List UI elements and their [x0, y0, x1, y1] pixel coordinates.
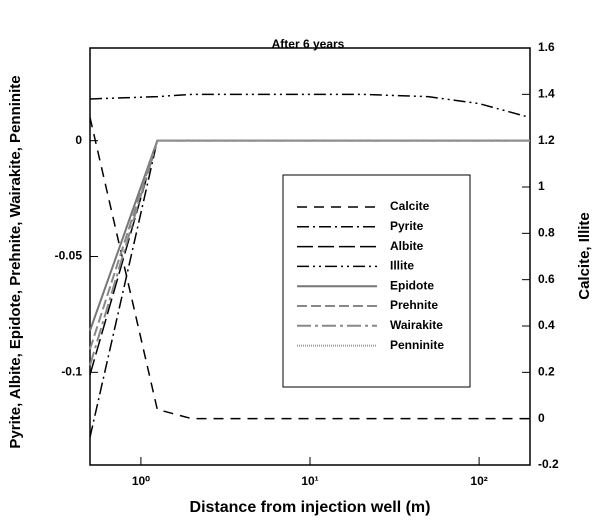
- legend-box: [282, 174, 471, 388]
- legend-label: Wairakite: [390, 318, 443, 332]
- y2-tick-label: 0.2: [538, 365, 555, 379]
- y-tick-label: 0: [75, 133, 82, 147]
- y2-tick-label: 1: [538, 179, 545, 193]
- chart-title: After 6 years: [272, 37, 345, 51]
- x-axis-label: Distance from injection well (m): [190, 499, 431, 516]
- legend-label: Albite: [390, 239, 424, 253]
- legend-label: Illite: [390, 259, 414, 273]
- legend-label: Prehnite: [390, 298, 438, 312]
- legend-label: Penninite: [390, 338, 444, 352]
- x-tick-label: 10⁰: [132, 474, 150, 488]
- y2-tick-label: 1.6: [538, 40, 555, 54]
- y2-tick-label: 1.2: [538, 133, 555, 147]
- y-tick-label: -0.1: [61, 365, 82, 379]
- series-line: [89, 117, 530, 420]
- legend-label: Epidote: [390, 278, 434, 292]
- y2-tick-label: 0.8: [538, 226, 555, 240]
- y2-axis-label: Calcite, Illite: [576, 212, 593, 300]
- y-axis-label: Pyrite, Albite, Epidote, Prehnite, Waira…: [7, 75, 24, 448]
- y2-tick-label: 0: [538, 411, 545, 425]
- legend-label: Pyrite: [390, 219, 424, 233]
- y2-tick-label: 0.6: [538, 272, 555, 286]
- y2-tick-label: -0.2: [538, 457, 559, 471]
- y2-tick-label: 0.4: [538, 318, 555, 332]
- y-tick-label: -0.05: [55, 249, 83, 263]
- y2-tick-label: 1.4: [538, 87, 555, 101]
- x-tick-label: 10¹: [301, 474, 318, 488]
- series-line: [89, 93, 531, 119]
- x-tick-label: 10²: [470, 474, 487, 488]
- legend-label: Calcite: [390, 199, 430, 213]
